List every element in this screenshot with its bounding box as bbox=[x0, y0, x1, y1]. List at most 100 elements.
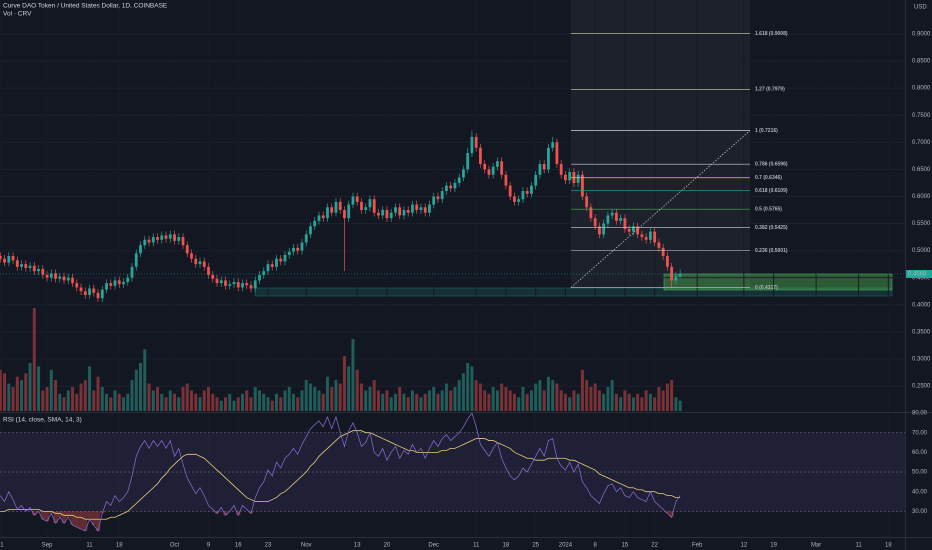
volume-bar bbox=[589, 386, 593, 411]
volume-bar bbox=[207, 386, 210, 411]
candle-body bbox=[41, 269, 45, 275]
volume-bar bbox=[20, 380, 24, 411]
volume-bar bbox=[37, 366, 41, 411]
candle-body bbox=[530, 185, 533, 194]
volume-bar bbox=[330, 386, 334, 411]
volume-bar bbox=[572, 390, 576, 411]
candle-body bbox=[232, 282, 236, 285]
volume-bar bbox=[449, 390, 453, 411]
volume-bar bbox=[576, 393, 580, 411]
candle-body bbox=[258, 274, 261, 281]
candle-body bbox=[547, 147, 550, 170]
candle-body bbox=[640, 234, 644, 238]
currency-label: USD bbox=[914, 5, 927, 11]
volume-bar bbox=[546, 376, 550, 411]
volume-bar bbox=[241, 393, 244, 411]
y-tick-label: 0.5000 bbox=[912, 248, 931, 254]
candle-body bbox=[130, 266, 134, 278]
candle-body bbox=[126, 277, 130, 283]
candle-body bbox=[194, 258, 198, 265]
x-tick-label: 23 bbox=[265, 543, 272, 549]
candle-body bbox=[71, 277, 74, 284]
x-tick-label: 18 bbox=[503, 543, 510, 549]
volume-bar bbox=[559, 390, 563, 411]
volume-bar bbox=[215, 397, 219, 411]
y-tick-label: 0.6500 bbox=[912, 167, 931, 173]
candle-body bbox=[321, 215, 325, 219]
candle-body bbox=[245, 283, 249, 286]
volume-bar bbox=[219, 400, 223, 411]
x-tick-label: 18 bbox=[885, 543, 892, 549]
candle-body bbox=[253, 280, 257, 289]
volume-bar bbox=[670, 380, 674, 411]
candle-body bbox=[466, 153, 470, 170]
candle-body bbox=[449, 185, 453, 189]
volume-bar bbox=[66, 390, 70, 411]
rsi-tick-label: 30.00 bbox=[912, 509, 928, 515]
volume-bar bbox=[551, 380, 555, 411]
candle-body bbox=[568, 172, 572, 181]
volume-bar bbox=[232, 400, 236, 411]
candle-body bbox=[15, 260, 19, 267]
volume-bar bbox=[304, 380, 308, 411]
candle-body bbox=[283, 254, 287, 262]
volume-bar bbox=[96, 376, 100, 411]
candle-body bbox=[0, 256, 2, 259]
candle-body bbox=[139, 245, 142, 254]
volume-bar bbox=[347, 366, 351, 411]
volume-bar bbox=[495, 390, 499, 411]
candle-body bbox=[636, 226, 640, 235]
volume-bar bbox=[359, 383, 363, 411]
volume-bar bbox=[657, 386, 661, 411]
candle-body bbox=[423, 207, 427, 213]
volume-bar bbox=[351, 338, 355, 411]
candle-body bbox=[491, 166, 495, 175]
volume-bar bbox=[619, 397, 623, 411]
volume-bar bbox=[325, 376, 329, 411]
x-tick-label: Sep bbox=[42, 543, 53, 549]
volume-bar bbox=[185, 383, 189, 411]
candle-body bbox=[610, 212, 614, 216]
fib-label: 1.27 (0.7979) bbox=[755, 87, 785, 93]
candle-body bbox=[266, 264, 270, 272]
volume-bar bbox=[640, 397, 644, 411]
fib-label: 0 (0.4317) bbox=[755, 285, 778, 291]
candle-body bbox=[54, 273, 57, 279]
candle-body bbox=[372, 199, 376, 213]
candle-body bbox=[215, 278, 219, 284]
candle-body bbox=[164, 235, 168, 239]
candle-body bbox=[360, 201, 363, 210]
volume-bar bbox=[563, 393, 567, 411]
fib-retracement: 1.618 (0.9008) 1.27 (0.7979) 1 (0.7216) 0.7… bbox=[570, 31, 788, 291]
fib-label: 0.382 (0.5425) bbox=[755, 225, 788, 231]
volume-bar bbox=[198, 397, 202, 411]
rsi-tick-label: 80.00 bbox=[912, 411, 928, 417]
volume-bar bbox=[151, 390, 155, 411]
volume-bar bbox=[393, 393, 397, 411]
candle-body bbox=[105, 283, 108, 290]
volume-bar bbox=[334, 380, 338, 411]
volume-bar bbox=[253, 386, 257, 411]
volume-bar bbox=[500, 383, 504, 411]
x-tick-label: 13 bbox=[354, 543, 361, 549]
volume-bar bbox=[415, 393, 419, 411]
volume-bar bbox=[313, 386, 317, 411]
volume-bar bbox=[24, 373, 28, 411]
candle-body bbox=[581, 174, 584, 197]
candle-body bbox=[219, 280, 223, 284]
volume-bar bbox=[525, 393, 529, 411]
candle-body bbox=[32, 265, 36, 272]
candle-body bbox=[508, 185, 512, 197]
volume-bar bbox=[164, 397, 168, 411]
rsi-label: RSI (14, close, SMA, 14, 3) bbox=[3, 417, 82, 424]
volume-bar bbox=[432, 386, 436, 411]
volume-bar bbox=[555, 383, 559, 411]
candle-body bbox=[262, 271, 266, 275]
candle-body bbox=[589, 207, 593, 219]
volume-bar bbox=[423, 393, 427, 411]
candle-body bbox=[593, 218, 597, 227]
volume-bar bbox=[279, 397, 283, 411]
fib-label: 0.618 (0.6109) bbox=[755, 188, 788, 194]
candle-body bbox=[389, 212, 393, 219]
candle-body bbox=[92, 288, 96, 293]
